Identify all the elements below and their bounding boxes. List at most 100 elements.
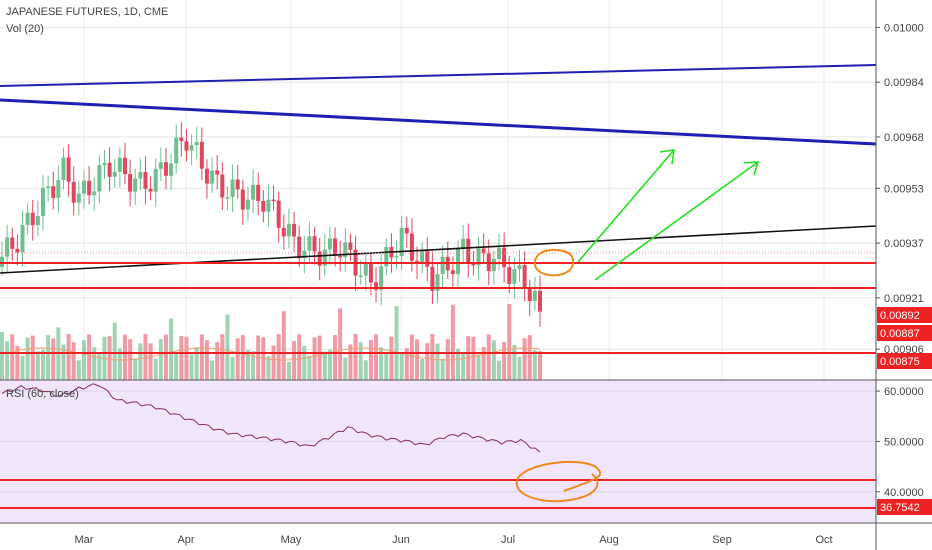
price-tag-label: 0.00887 (880, 328, 920, 340)
volume-bar (415, 339, 420, 380)
volume-bar (87, 334, 92, 380)
candle-body (297, 236, 302, 259)
volume-bar (476, 354, 481, 380)
candle-body (107, 162, 112, 177)
candle-body (46, 186, 51, 188)
volume-bar (235, 338, 240, 380)
volume-bar (107, 336, 112, 380)
volume-bar (71, 342, 76, 380)
price-tag-box (877, 325, 932, 341)
volume-bar (497, 360, 502, 380)
candle-body (333, 238, 338, 256)
candle-body (35, 216, 40, 226)
candle-body (25, 212, 30, 225)
volume-bar (368, 339, 373, 380)
volume-bar (271, 345, 276, 380)
volume-bar (143, 334, 148, 380)
candle-body (51, 186, 56, 199)
volume-bar (399, 352, 404, 380)
candle-body (235, 179, 240, 190)
price-axis: 0.01000 0.00984 0.00968 0.00953 0.00937 0.009… (876, 22, 924, 356)
descending-resistance-line[interactable] (0, 98, 877, 146)
volume-bar (92, 347, 97, 380)
candle-body (538, 290, 542, 312)
price-highlight-circle[interactable] (533, 248, 574, 277)
candle-body (215, 170, 220, 175)
price-tag-label: 0.00875 (880, 356, 920, 368)
volume-bar (189, 354, 194, 380)
rsi-axis: 60.0000 50.0000 40.0000 (876, 386, 924, 499)
upper-channel-line[interactable] (0, 64, 877, 87)
volume-bar (169, 318, 174, 380)
candle-body (420, 250, 425, 264)
projection-arrow-1[interactable] (577, 149, 675, 263)
candle-body (497, 247, 502, 259)
volume-bar (522, 338, 527, 380)
volume-bar (322, 351, 327, 380)
volume-bar (425, 343, 430, 380)
volume-bar (30, 335, 35, 380)
candle-body (10, 237, 15, 249)
volume-bar (76, 360, 81, 380)
volume-bar (20, 355, 25, 380)
candle-body (327, 238, 332, 250)
volume-bar (46, 335, 51, 380)
volume-bar (61, 344, 66, 380)
candle-body (276, 200, 281, 228)
volume-bar (5, 341, 10, 380)
volume-bar (461, 352, 466, 380)
candle-body (128, 174, 133, 192)
rsi-highlight-circle[interactable] (515, 460, 601, 503)
volume-bar (97, 354, 102, 380)
volume-bar (302, 345, 307, 380)
candle-body (56, 180, 61, 199)
candle-body (148, 188, 153, 192)
candle-body (174, 137, 179, 164)
candle-body (430, 266, 435, 291)
volume-bar (184, 336, 189, 380)
candle-body (158, 162, 163, 169)
candle-body (112, 171, 117, 177)
price-tick-label: 0.00921 (884, 293, 924, 305)
time-tick-label: Jun (392, 534, 410, 546)
volume-legend: Vol (20) (6, 23, 44, 35)
candle-body (343, 242, 348, 258)
time-tick-label: Oct (815, 534, 832, 546)
candle-body (76, 193, 81, 203)
volume-bar (307, 355, 312, 380)
candle-body (256, 184, 261, 201)
price-tick-label: 0.00968 (884, 132, 924, 144)
candle-body (476, 248, 481, 266)
volume-bar (333, 335, 338, 380)
candle-body (66, 157, 71, 182)
volume-bar (112, 322, 117, 380)
price-tag-box (877, 307, 932, 323)
volume-bar (230, 357, 235, 380)
candle-body (199, 141, 204, 169)
rsi-legend: RSI (60, close) (6, 388, 79, 400)
time-tick-label: Aug (599, 534, 619, 546)
volume-bar (281, 311, 286, 380)
axis-price-tags: 0.00892 0.00887 0.00875 36.7542 (877, 307, 932, 515)
volume-bar (40, 349, 45, 380)
support-trend-line[interactable] (0, 225, 877, 274)
volume-bar (404, 348, 409, 380)
projection-arrow-2[interactable] (594, 161, 760, 281)
candle-body (225, 197, 230, 199)
candle-body (317, 251, 322, 266)
volume-bar (327, 349, 332, 380)
candle-body (322, 249, 327, 266)
price-tag-label: 0.00892 (880, 310, 920, 322)
candle-body (117, 157, 122, 172)
candle-body (338, 255, 343, 258)
candle-body (456, 249, 461, 275)
volume-bar (179, 336, 184, 380)
candle-body (379, 266, 384, 290)
candle-body (20, 224, 25, 253)
time-tick-label: Jul (501, 534, 515, 546)
volume-bar (245, 349, 250, 380)
volume-bar (204, 340, 209, 380)
volume-bar (435, 343, 440, 380)
candle-body (384, 246, 389, 267)
